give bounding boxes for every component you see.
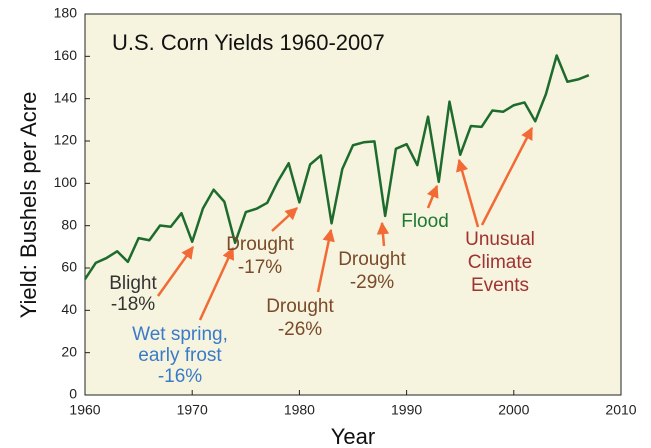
annotation-text: -18% bbox=[111, 294, 155, 315]
annotation-text: Blight bbox=[109, 273, 157, 294]
annotation-text: -29% bbox=[350, 272, 394, 293]
annotation-arrow bbox=[316, 228, 335, 293]
annotation-text: early frost bbox=[138, 345, 222, 366]
annotation-arrow bbox=[198, 246, 235, 321]
annotation-arrow bbox=[376, 221, 390, 247]
x-tick-label: 1960 bbox=[69, 402, 100, 418]
y-tick-label: 0 bbox=[69, 386, 77, 402]
y-tick-label: 160 bbox=[54, 47, 78, 63]
chart-title: U.S. Corn Yields 1960-2007 bbox=[112, 30, 385, 55]
x-tick-label: 1980 bbox=[284, 402, 315, 418]
y-tick-label: 120 bbox=[54, 132, 78, 148]
y-tick-label: 60 bbox=[61, 259, 77, 275]
annotation-text: Wet spring, bbox=[132, 324, 228, 345]
annotation-text: Flood bbox=[401, 211, 449, 232]
annotation-text: -17% bbox=[238, 257, 282, 278]
y-tick-label: 100 bbox=[54, 174, 78, 190]
annotation-text: Unusual bbox=[465, 229, 535, 250]
plot-area bbox=[84, 13, 622, 396]
x-tick-label: 2000 bbox=[498, 402, 529, 418]
x-axis-label: Year bbox=[331, 424, 375, 448]
y-tick-label: 140 bbox=[54, 89, 78, 105]
x-tick-label: 1970 bbox=[177, 402, 208, 418]
x-tick-label: 2010 bbox=[605, 402, 636, 418]
y-axis-label: Yield: Bushels per Acre bbox=[16, 92, 41, 319]
annotation-arrow bbox=[480, 126, 534, 226]
annotation-text: -16% bbox=[158, 366, 202, 387]
annotation-arrow bbox=[271, 207, 298, 232]
annotation-arrow bbox=[456, 158, 480, 228]
annotation-text: Drought bbox=[266, 296, 334, 317]
annotation-text: Climate bbox=[468, 252, 532, 273]
annotation-text: Drought bbox=[338, 249, 406, 270]
annotation-text: Drought bbox=[226, 234, 294, 255]
annotation-arrow bbox=[426, 184, 439, 209]
yield-line bbox=[83, 54, 590, 280]
annotation-arrow bbox=[156, 245, 195, 297]
annotation-text: Events bbox=[471, 275, 529, 296]
y-tick-label: 40 bbox=[61, 301, 77, 317]
y-tick-label: 180 bbox=[54, 5, 78, 21]
x-tick-label: 1990 bbox=[391, 402, 422, 418]
y-tick-label: 20 bbox=[61, 343, 77, 359]
y-tick-label: 80 bbox=[61, 216, 77, 232]
annotation-text: -26% bbox=[278, 319, 322, 340]
